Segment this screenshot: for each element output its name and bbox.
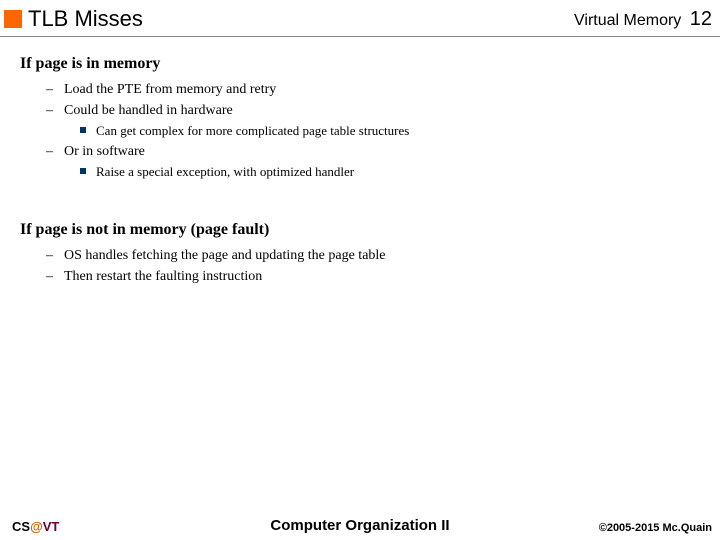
slide: TLB Misses Virtual Memory 12 If page is … (0, 0, 720, 540)
footer-at: @ (30, 519, 43, 534)
list-item: Load the PTE from memory and retry (64, 79, 700, 100)
content: If page is in memory Load the PTE from m… (0, 37, 720, 287)
footer-cs: CS (12, 519, 30, 534)
topic-label: Virtual Memory (574, 12, 681, 29)
footer-left: CS@VT (12, 519, 59, 534)
sublist: Can get complex for more complicated pag… (64, 121, 700, 141)
list-subitem: Can get complex for more complicated pag… (96, 121, 700, 141)
footer: CS@VT Computer Organization II ©2005-201… (0, 519, 720, 534)
list-item-text: Could be handled in hardware (64, 103, 233, 118)
section-heading-1: If page is in memory (20, 55, 700, 73)
list-item: OS handles fetching the page and updatin… (64, 245, 700, 266)
footer-right: ©2005-2015 Mc.Quain (599, 522, 712, 534)
list-item: Or in software Raise a special exception… (64, 141, 700, 182)
footer-vt: VT (43, 519, 60, 534)
list-item: Then restart the faulting instruction (64, 266, 700, 287)
footer-center: Computer Organization II (270, 517, 449, 534)
page-number: 12 (690, 8, 712, 30)
sublist: Raise a special exception, with optimize… (64, 162, 700, 182)
list-item: Could be handled in hardware Can get com… (64, 100, 700, 141)
header-right: Virtual Memory 12 (574, 8, 712, 31)
section-heading-2: If page is not in memory (page fault) (20, 221, 700, 239)
title-accent-square (4, 10, 22, 28)
slide-title: TLB Misses (28, 6, 574, 32)
header: TLB Misses Virtual Memory 12 (0, 0, 720, 36)
list-item-text: Or in software (64, 144, 145, 159)
section-1-list: Load the PTE from memory and retry Could… (20, 79, 700, 181)
list-subitem: Raise a special exception, with optimize… (96, 162, 700, 182)
section-2-list: OS handles fetching the page and updatin… (20, 245, 700, 287)
